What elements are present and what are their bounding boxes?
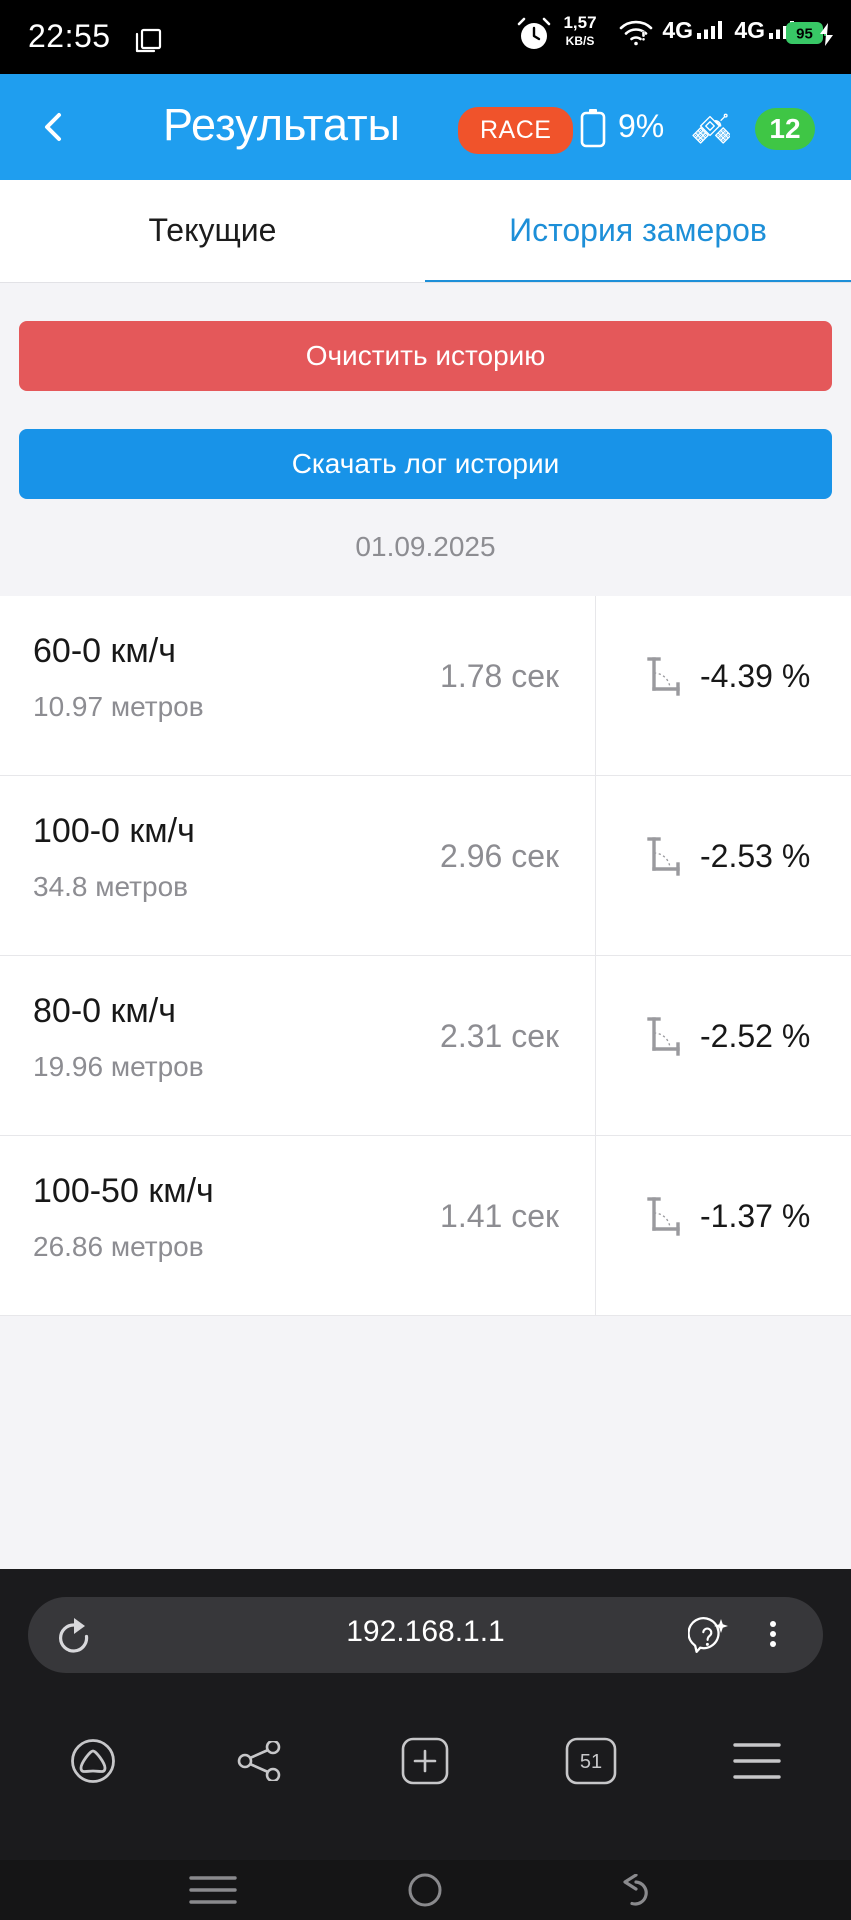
svg-text:51: 51 <box>580 1751 602 1773</box>
svg-text:95: 95 <box>796 26 813 43</box>
